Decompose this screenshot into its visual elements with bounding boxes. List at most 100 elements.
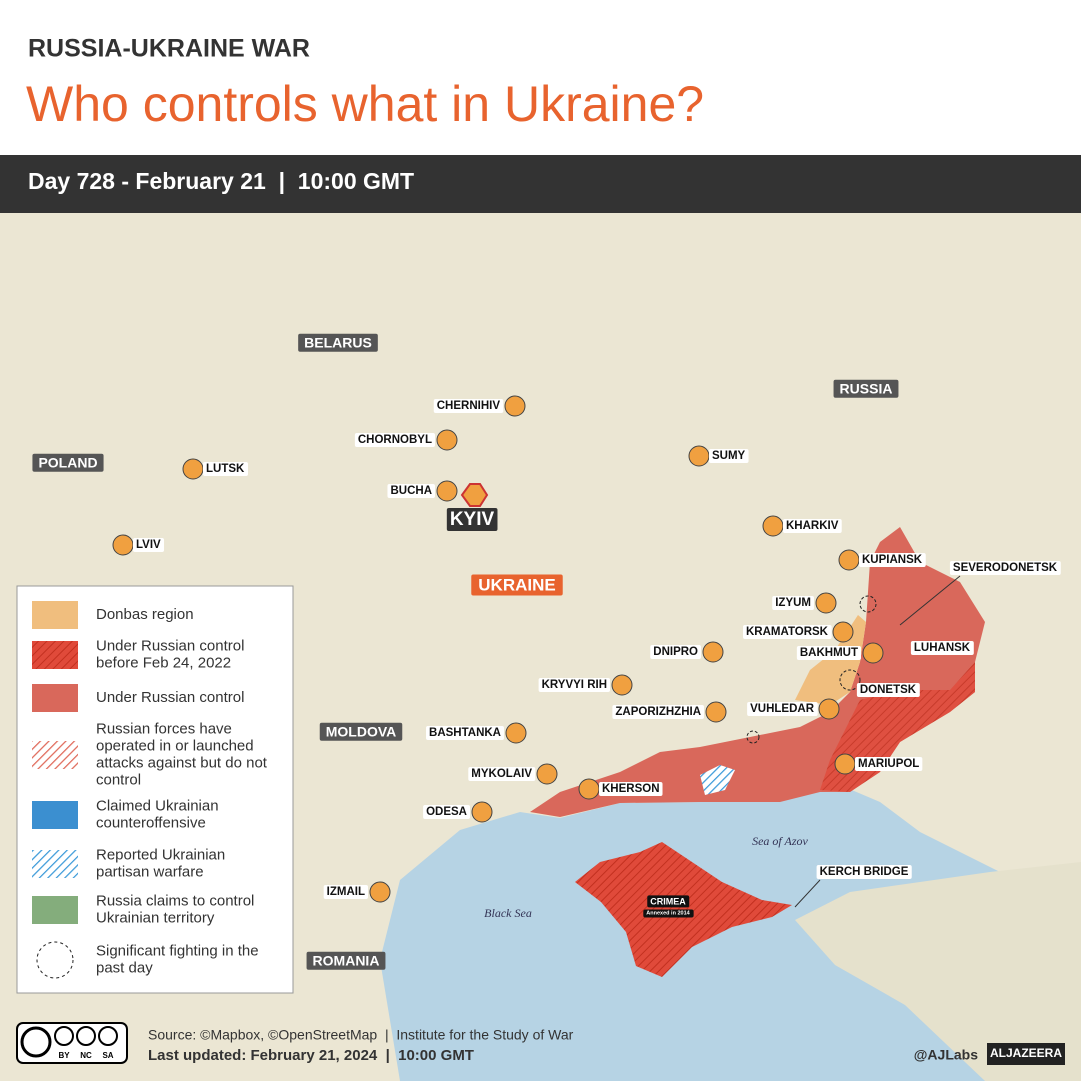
- city-dot: [818, 698, 840, 720]
- cc-label: NC: [80, 1051, 92, 1060]
- credit: @AJLabs: [914, 1047, 978, 1063]
- city-label: SUMY: [709, 449, 749, 464]
- main-country-label: UKRAINE: [471, 574, 563, 596]
- country-label: POLAND: [32, 453, 104, 472]
- cc-label: BY: [58, 1051, 70, 1060]
- city-label: CHORNOBYL: [354, 433, 435, 448]
- legend-swatch: [32, 850, 78, 878]
- leader-line: [899, 575, 961, 626]
- city-name: KHARKIV: [786, 520, 839, 532]
- legend-label: Donbas region: [96, 606, 194, 623]
- city-name: ZAPORIZHZHIA: [615, 706, 701, 718]
- label-box: [910, 641, 974, 656]
- updated: Last updated: February 21, 2024 | 10:00 …: [148, 1047, 474, 1064]
- country-label: RUSSIA: [833, 379, 899, 398]
- label-box: [426, 726, 504, 741]
- label-box: [319, 722, 403, 741]
- city-dot: [369, 881, 391, 903]
- country-name: POLAND: [38, 455, 97, 471]
- city-label: LUTSK: [203, 462, 249, 477]
- label-box: [203, 462, 249, 477]
- legend-swatch: [32, 601, 78, 629]
- city-name: DNIPRO: [653, 646, 698, 658]
- kicker: RUSSIA-UKRAINE WAR: [28, 35, 310, 63]
- legend-label: Under Russian control: [96, 689, 244, 706]
- country-name: MOLDOVA: [326, 724, 397, 740]
- label-box: [747, 702, 818, 717]
- label-box: [387, 484, 435, 499]
- city-dot: [504, 395, 526, 417]
- callout-label: SEVERODONETSK: [949, 561, 1061, 576]
- label-box: [468, 767, 536, 782]
- fighting-marker: [839, 669, 861, 691]
- footer: Source: ©Mapbox, ©OpenStreetMap | Instit…: [16, 1022, 1065, 1065]
- callout-label: LUHANSK: [910, 641, 974, 656]
- label-box: [298, 333, 378, 352]
- legend-swatch: [32, 801, 78, 829]
- crimea-note: Annexed in 2014: [643, 909, 694, 918]
- label-box: [855, 757, 923, 772]
- label-box: [856, 683, 920, 698]
- cc-label: SA: [102, 1051, 113, 1060]
- crimea-note-text: Annexed in 2014: [646, 910, 690, 916]
- city-dot: [815, 592, 837, 614]
- city-label: KUPIANSK: [859, 553, 926, 568]
- city-label: VUHLEDAR: [747, 702, 818, 717]
- label-box: [446, 508, 498, 532]
- legend-swatch: [32, 641, 78, 669]
- label-box: [323, 885, 368, 900]
- city-label: KRYVYI RIH: [538, 678, 610, 693]
- label-box: [599, 782, 663, 797]
- callout-label: KERCH BRIDGE: [816, 865, 912, 880]
- city-name: KRYVYI RIH: [542, 679, 607, 691]
- city-name: VUHLEDAR: [750, 703, 815, 715]
- city-label: BASHTANKA: [426, 726, 504, 741]
- callout-name: KERCH BRIDGE: [820, 866, 909, 878]
- city-label: KHERSON: [599, 782, 663, 797]
- city-dot: [862, 642, 884, 664]
- capital-label: KYIV: [446, 508, 498, 532]
- city-dot: [112, 534, 134, 556]
- city-dot: [762, 515, 784, 537]
- title: Who controls what in Ukraine?: [26, 76, 704, 132]
- label-box: [423, 805, 470, 820]
- cc-icon: [76, 1026, 96, 1046]
- city-dot: [578, 778, 600, 800]
- legend-label: Significant fighting in the past day: [96, 942, 259, 976]
- land-east: [795, 862, 1081, 1081]
- city-name: LUTSK: [206, 463, 245, 475]
- legend-swatch: [36, 941, 74, 979]
- dateline-bar: [0, 155, 1081, 213]
- city-label: DNIPRO: [650, 645, 702, 660]
- legend-label: Russia claims to control Ukrainian territ…: [96, 892, 254, 926]
- label-box: [647, 895, 690, 908]
- label-box: [433, 399, 504, 414]
- callout-name: LUHANSK: [914, 642, 971, 654]
- country-name: RUSSIA: [840, 381, 893, 397]
- city-name: ODESA: [426, 806, 467, 818]
- city-label: BAKHMUT: [796, 646, 861, 661]
- city-name: MARIUPOL: [858, 758, 919, 770]
- callout-label: DONETSK: [856, 683, 920, 698]
- brand-box: [987, 1043, 1065, 1065]
- sea-label: Black Sea: [484, 906, 532, 920]
- legend-label: Under Russian control before Feb 24, 2022: [96, 637, 244, 671]
- city-name: MYKOLAIV: [471, 768, 532, 780]
- label-box: [833, 379, 899, 398]
- city-name: CHERNIHIV: [437, 400, 501, 412]
- city-label: BUCHA: [387, 484, 435, 499]
- legend-swatch: [32, 896, 78, 924]
- city-name: IZYUM: [775, 597, 811, 609]
- country-name: ROMANIA: [313, 953, 380, 969]
- fighting-marker: [746, 730, 760, 744]
- city-dot: [436, 429, 458, 451]
- label-box: [783, 519, 842, 534]
- country-name: BELARUS: [304, 335, 372, 351]
- dateline: Day 728 - February 21 | 10:00 GMT: [28, 168, 414, 194]
- capital-marker: [460, 483, 489, 507]
- city-label: LVIV: [133, 538, 165, 553]
- main-country-name: UKRAINE: [478, 575, 555, 594]
- cc-icon: [20, 1026, 52, 1058]
- country-label: BELARUS: [298, 333, 378, 352]
